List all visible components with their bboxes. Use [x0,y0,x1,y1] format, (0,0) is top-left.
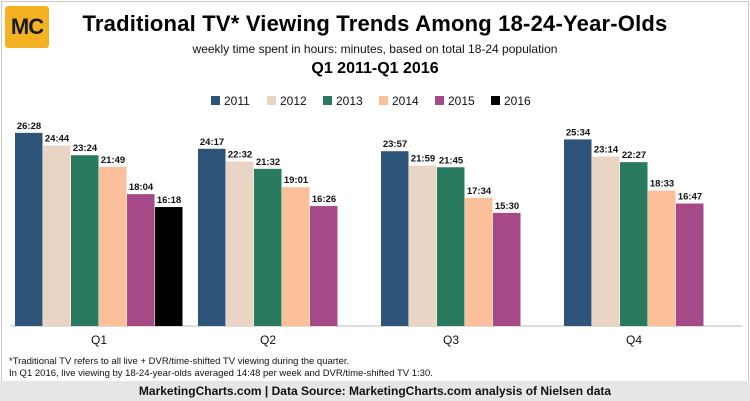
bar-2014-q3 [465,197,493,326]
bar-2014-q2 [282,187,310,326]
data-label-2013-q2: 21:32 [256,157,280,168]
data-label-2015-q2: 16:26 [312,194,336,205]
data-label-2016-q1: 16:18 [157,195,181,206]
data-label-2012-q4: 23:14 [594,144,619,155]
bar-2012-q4 [592,156,620,326]
legend-label-2016: 2016 [504,94,531,108]
legend-swatch-2011 [211,96,220,105]
data-label-2015-q4: 16:47 [678,192,702,203]
x-tick-label-q2: Q2 [260,333,276,347]
data-label-2014-q4: 18:33 [650,179,674,190]
x-tick-label-q4: Q4 [626,333,642,347]
bar-2013-q4 [620,162,648,326]
footnote-line-2: In Q1 2016, live viewing by 18-24-year-o… [9,368,433,379]
bar-2015-q4 [676,203,704,326]
bar-2015-q3 [493,212,521,326]
legend-label-2015: 2015 [448,94,475,108]
bar-2013-q2 [254,168,282,326]
data-label-2014-q1: 21:49 [101,155,125,166]
data-label-2015-q1: 18:04 [129,182,154,193]
bar-2011-q3 [381,151,409,326]
source-footer: MarketingCharts.com | Data Source: Marke… [0,381,750,401]
footnote: *Traditional TV refers to all live + DVR… [9,356,433,380]
bar-2013-q3 [437,167,465,326]
chart-period: Q1 2011-Q1 2016 [311,60,439,77]
chart-subtitle: weekly time spent in hours: minutes, bas… [192,42,558,56]
data-label-2012-q1: 24:44 [45,133,70,144]
bar-2012-q1 [43,145,71,326]
bar-2015-q2 [310,206,338,326]
chart-title: Traditional TV* Viewing Trends Among 18-… [82,11,668,36]
data-label-2011-q2: 24:17 [200,137,224,148]
legend-label-2014: 2014 [392,94,419,108]
bar-2016-q1 [155,207,183,326]
legend-swatch-2012 [267,96,276,105]
bar-2013-q1 [71,155,99,326]
bar-2011-q4 [564,139,592,326]
data-label-2013-q3: 21:45 [439,155,464,166]
bar-2011-q1 [15,132,43,326]
marketingcharts-logo: MC [5,6,49,48]
footnote-line-1: *Traditional TV refers to all live + DVR… [9,356,350,367]
bar-chart: 2011 2012 2013 2014 2015 2016 26:28 24:4423:24… [10,94,742,347]
data-label-2011-q3: 23:57 [383,139,407,150]
legend-label-2012: 2012 [280,94,307,108]
legend-swatch-2015 [435,96,444,105]
legend-label-2011: 2011 [224,94,250,108]
data-label-2011-q4: 25:34 [566,127,591,138]
bar-2012-q2 [226,161,254,326]
legend-swatch-2014 [379,96,388,105]
data-label-2011-q1: 26:28 [17,121,41,132]
data-label-2013-q4: 22:27 [622,150,646,161]
data-label-2015-q3: 15:30 [495,201,519,212]
data-label-2014-q2: 19:01 [284,175,309,186]
x-tick-label-q1: Q1 [91,333,107,347]
legend-label-2013: 2013 [336,94,363,108]
bar-2015-q1 [127,194,155,326]
legend: 2011 2012 2013 2014 2015 2016 [211,94,531,108]
legend-swatch-2013 [323,96,332,105]
data-label-2012-q2: 22:32 [228,150,252,161]
data-label-2012-q3: 21:59 [411,154,435,165]
bar-2014-q1 [99,166,127,326]
bar-2012-q3 [409,165,437,326]
x-tick-label-q3: Q3 [443,333,459,347]
bar-2014-q4 [648,190,676,326]
bar-2011-q2 [198,148,226,326]
data-label-2014-q3: 17:34 [467,186,492,197]
legend-swatch-2016 [491,96,500,105]
data-label-2013-q1: 23:24 [73,143,98,154]
logo-text: MC [10,14,44,39]
